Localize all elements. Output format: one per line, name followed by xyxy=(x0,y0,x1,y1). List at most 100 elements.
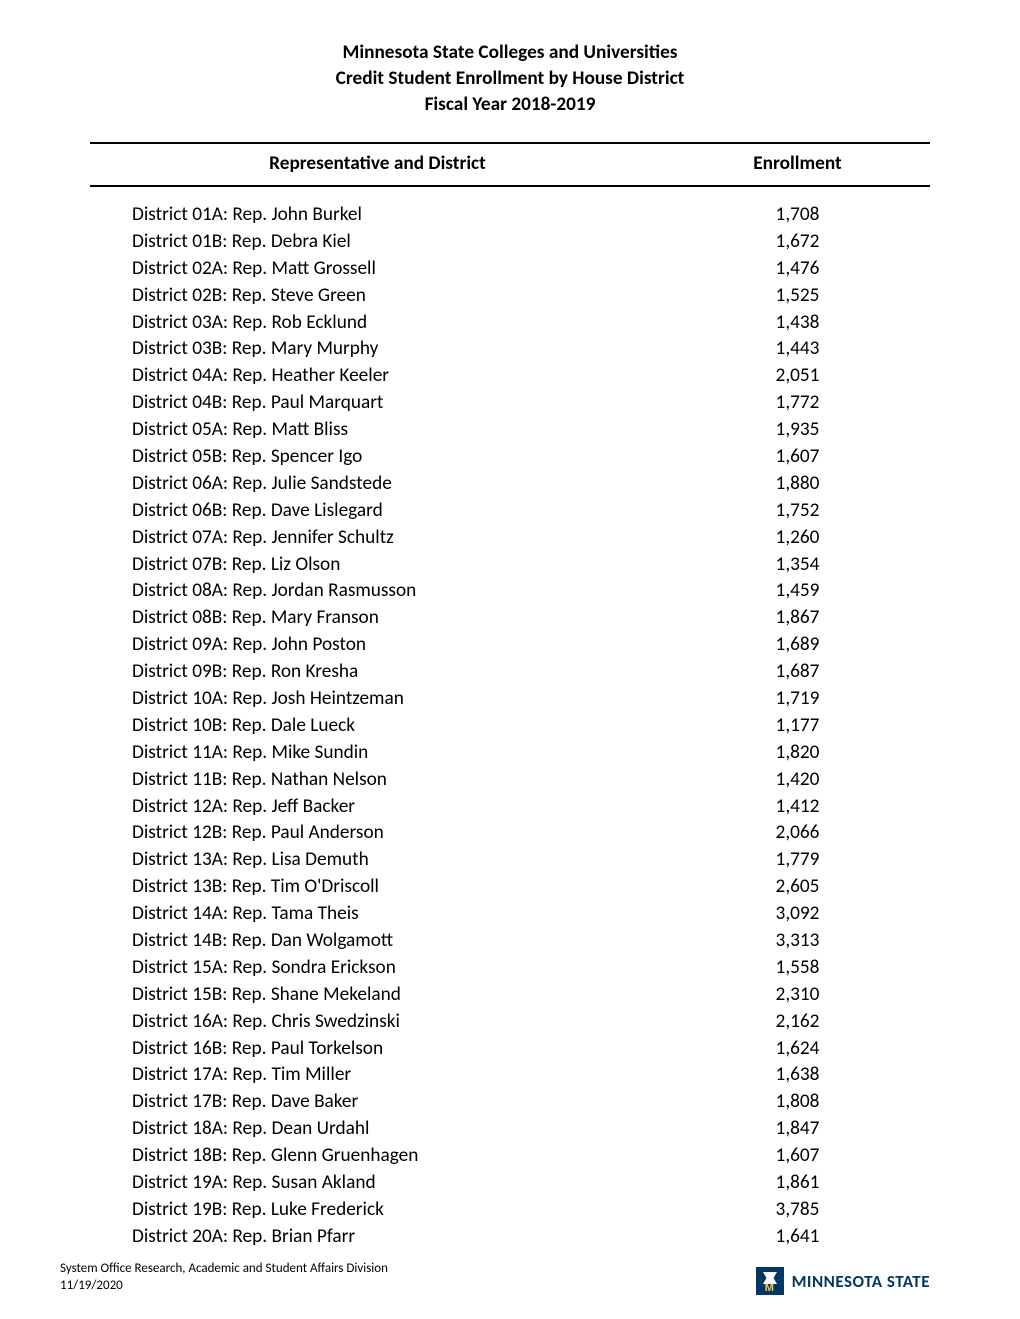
footer-source-block: System Office Research, Academic and Stu… xyxy=(60,1261,388,1295)
table-row: District 16A: Rep. Chris Swedzinski2,162 xyxy=(90,1008,930,1035)
representative-cell: District 12B: Rep. Paul Anderson xyxy=(90,823,665,842)
table-row: District 01B: Rep. Debra Kiel1,672 xyxy=(90,228,930,255)
table-row: District 08A: Rep. Jordan Rasmusson1,459 xyxy=(90,578,930,605)
enrollment-cell: 1,752 xyxy=(665,501,930,520)
table-row: District 04B: Rep. Paul Marquart1,772 xyxy=(90,389,930,416)
representative-cell: District 18A: Rep. Dean Urdahl xyxy=(90,1119,665,1138)
enrollment-cell: 1,820 xyxy=(665,743,930,762)
representative-cell: District 09A: Rep. John Poston xyxy=(90,635,665,654)
representative-cell: District 06A: Rep. Julie Sandstede xyxy=(90,474,665,493)
page-footer: System Office Research, Academic and Stu… xyxy=(60,1261,930,1295)
title-line-3: Fiscal Year 2018-2019 xyxy=(90,92,930,118)
enrollment-cell: 1,354 xyxy=(665,555,930,574)
table-row: District 17B: Rep. Dave Baker1,808 xyxy=(90,1089,930,1116)
enrollment-cell: 1,719 xyxy=(665,689,930,708)
enrollment-cell: 2,310 xyxy=(665,985,930,1004)
enrollment-cell: 1,607 xyxy=(665,447,930,466)
representative-cell: District 13B: Rep. Tim O'Driscoll xyxy=(90,877,665,896)
representative-cell: District 03A: Rep. Rob Ecklund xyxy=(90,313,665,332)
representative-cell: District 16B: Rep. Paul Torkelson xyxy=(90,1039,665,1058)
enrollment-cell: 1,438 xyxy=(665,313,930,332)
enrollment-cell: 1,177 xyxy=(665,716,930,735)
page: Minnesota State Colleges and Universitie… xyxy=(0,0,1020,1319)
footer-source-line-1: System Office Research, Academic and Stu… xyxy=(60,1261,388,1278)
representative-cell: District 08B: Rep. Mary Franson xyxy=(90,608,665,627)
enrollment-cell: 1,641 xyxy=(665,1227,930,1246)
representative-cell: District 13A: Rep. Lisa Demuth xyxy=(90,850,665,869)
enrollment-cell: 3,785 xyxy=(665,1200,930,1219)
brand-text: MINNESOTA STATE xyxy=(792,1271,930,1292)
table-row: District 09A: Rep. John Poston1,689 xyxy=(90,631,930,658)
enrollment-cell: 1,880 xyxy=(665,474,930,493)
representative-cell: District 19B: Rep. Luke Frederick xyxy=(90,1200,665,1219)
enrollment-cell: 1,808 xyxy=(665,1092,930,1111)
enrollment-cell: 1,558 xyxy=(665,958,930,977)
table-row: District 06B: Rep. Dave Lislegard1,752 xyxy=(90,497,930,524)
representative-cell: District 09B: Rep. Ron Kresha xyxy=(90,662,665,681)
enrollment-cell: 1,459 xyxy=(665,581,930,600)
enrollment-cell: 1,476 xyxy=(665,259,930,278)
table-row: District 13B: Rep. Tim O'Driscoll2,605 xyxy=(90,873,930,900)
table-row: District 03A: Rep. Rob Ecklund1,438 xyxy=(90,309,930,336)
table-row: District 16B: Rep. Paul Torkelson1,624 xyxy=(90,1035,930,1062)
table-row: District 02B: Rep. Steve Green1,525 xyxy=(90,282,930,309)
table-row: District 17A: Rep. Tim Miller1,638 xyxy=(90,1062,930,1089)
enrollment-cell: 1,260 xyxy=(665,528,930,547)
representative-cell: District 16A: Rep. Chris Swedzinski xyxy=(90,1012,665,1031)
table-row: District 14A: Rep. Tama Theis3,092 xyxy=(90,900,930,927)
brand-mark-icon: M xyxy=(756,1267,784,1295)
representative-cell: District 17A: Rep. Tim Miller xyxy=(90,1065,665,1084)
representative-cell: District 11B: Rep. Nathan Nelson xyxy=(90,770,665,789)
table-row: District 11A: Rep. Mike Sundin1,820 xyxy=(90,739,930,766)
enrollment-cell: 1,935 xyxy=(665,420,930,439)
title-line-1: Minnesota State Colleges and Universitie… xyxy=(90,40,930,66)
table-row: District 15B: Rep. Shane Mekeland2,310 xyxy=(90,981,930,1008)
representative-cell: District 14B: Rep. Dan Wolgamott xyxy=(90,931,665,950)
representative-cell: District 06B: Rep. Dave Lislegard xyxy=(90,501,665,520)
brand-m-letter: M xyxy=(765,1282,775,1294)
enrollment-cell: 2,162 xyxy=(665,1012,930,1031)
representative-cell: District 04B: Rep. Paul Marquart xyxy=(90,393,665,412)
table-row: District 04A: Rep. Heather Keeler2,051 xyxy=(90,362,930,389)
enrollment-cell: 3,092 xyxy=(665,904,930,923)
table-row: District 03B: Rep. Mary Murphy1,443 xyxy=(90,336,930,363)
table-row: District 19B: Rep. Luke Frederick3,785 xyxy=(90,1196,930,1223)
representative-cell: District 14A: Rep. Tama Theis xyxy=(90,904,665,923)
representative-cell: District 10A: Rep. Josh Heintzeman xyxy=(90,689,665,708)
representative-cell: District 03B: Rep. Mary Murphy xyxy=(90,339,665,358)
enrollment-cell: 1,420 xyxy=(665,770,930,789)
representative-cell: District 05A: Rep. Matt Bliss xyxy=(90,420,665,439)
enrollment-cell: 1,412 xyxy=(665,797,930,816)
table-row: District 18B: Rep. Glenn Gruenhagen1,607 xyxy=(90,1142,930,1169)
column-header-enrollment: Enrollment xyxy=(665,152,930,175)
representative-cell: District 15B: Rep. Shane Mekeland xyxy=(90,985,665,1004)
column-header-representative: Representative and District xyxy=(90,152,665,175)
table-row: District 09B: Rep. Ron Kresha1,687 xyxy=(90,658,930,685)
table-body: District 01A: Rep. John Burkel1,708Distr… xyxy=(90,187,930,1250)
enrollment-cell: 2,051 xyxy=(665,366,930,385)
table-row: District 10B: Rep. Dale Lueck1,177 xyxy=(90,712,930,739)
table-row: District 18A: Rep. Dean Urdahl1,847 xyxy=(90,1115,930,1142)
table-row: District 06A: Rep. Julie Sandstede1,880 xyxy=(90,470,930,497)
representative-cell: District 12A: Rep. Jeff Backer xyxy=(90,797,665,816)
representative-cell: District 17B: Rep. Dave Baker xyxy=(90,1092,665,1111)
enrollment-cell: 1,607 xyxy=(665,1146,930,1165)
table-row: District 07A: Rep. Jennifer Schultz1,260 xyxy=(90,524,930,551)
enrollment-cell: 1,779 xyxy=(665,850,930,869)
table-row: District 07B: Rep. Liz Olson1,354 xyxy=(90,551,930,578)
table-row: District 08B: Rep. Mary Franson1,867 xyxy=(90,605,930,632)
report-title-block: Minnesota State Colleges and Universitie… xyxy=(90,40,930,118)
enrollment-cell: 2,066 xyxy=(665,823,930,842)
title-line-2: Credit Student Enrollment by House Distr… xyxy=(90,66,930,92)
enrollment-cell: 1,861 xyxy=(665,1173,930,1192)
representative-cell: District 02A: Rep. Matt Grossell xyxy=(90,259,665,278)
representative-cell: District 10B: Rep. Dale Lueck xyxy=(90,716,665,735)
enrollment-cell: 1,443 xyxy=(665,339,930,358)
representative-cell: District 07A: Rep. Jennifer Schultz xyxy=(90,528,665,547)
representative-cell: District 01B: Rep. Debra Kiel xyxy=(90,232,665,251)
representative-cell: District 11A: Rep. Mike Sundin xyxy=(90,743,665,762)
table-row: District 02A: Rep. Matt Grossell1,476 xyxy=(90,255,930,282)
table-row: District 10A: Rep. Josh Heintzeman1,719 xyxy=(90,685,930,712)
representative-cell: District 01A: Rep. John Burkel xyxy=(90,205,665,224)
enrollment-cell: 1,672 xyxy=(665,232,930,251)
